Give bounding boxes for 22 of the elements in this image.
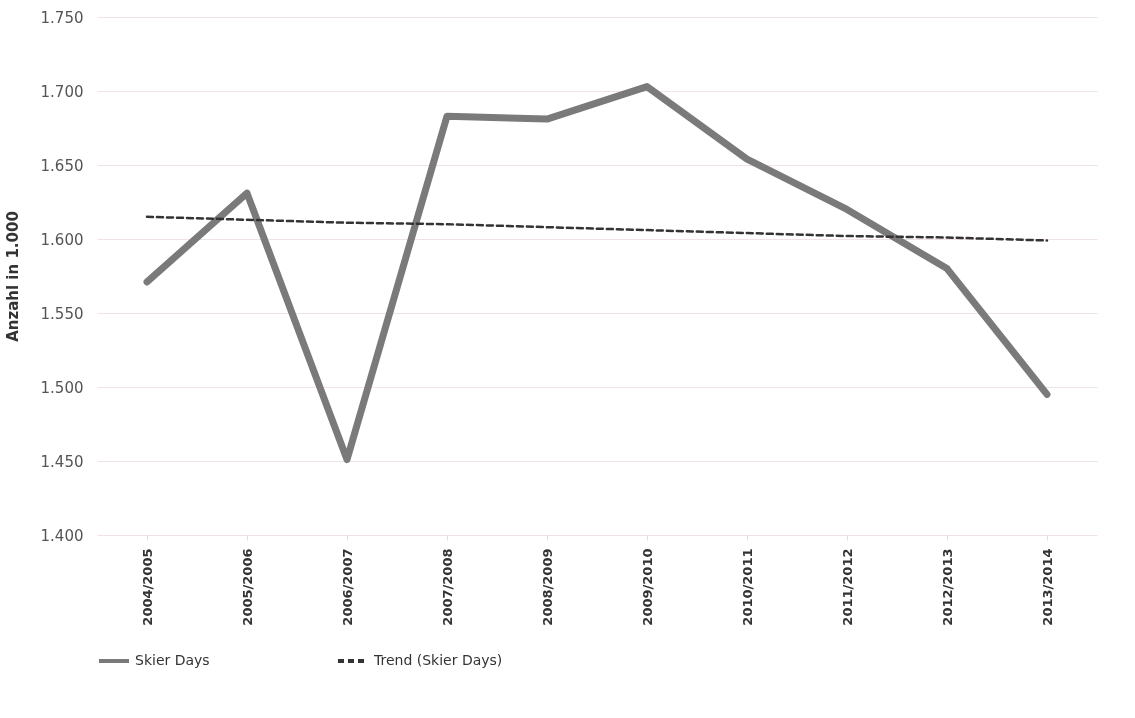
- x-tick-label: 2008/2009: [539, 548, 555, 626]
- y-tick-label: 1.500: [40, 378, 84, 397]
- y-tick-label: 1.450: [40, 452, 84, 471]
- x-tick-label: 2011/2012: [839, 548, 855, 626]
- y-tick-label: 1.750: [40, 8, 84, 27]
- y-tick-label: 1.550: [40, 304, 84, 323]
- x-tick-label: 2010/2011: [739, 548, 755, 626]
- x-tick-label: 2007/2008: [439, 548, 455, 626]
- x-tick-label: 2006/2007: [339, 548, 355, 626]
- y-tick-label: 1.600: [40, 230, 84, 249]
- x-tick-label: 2013/2014: [1039, 548, 1055, 626]
- x-tick-label: 2009/2010: [639, 548, 655, 626]
- x-tick-label: 2012/2013: [939, 548, 955, 626]
- y-axis-title: Anzahl in 1.000: [3, 211, 22, 342]
- legend-label: Trend (Skier Days): [373, 652, 503, 668]
- line-series: [145, 215, 1049, 242]
- y-tick-label: 1.650: [40, 156, 84, 175]
- legend-label: Skier Days: [135, 652, 210, 668]
- x-tick-label: 2005/2006: [239, 548, 255, 626]
- y-tick-label: 1.400: [40, 526, 84, 545]
- x-tick-label: 2004/2005: [139, 548, 155, 626]
- y-tick-label: 1.700: [40, 82, 84, 101]
